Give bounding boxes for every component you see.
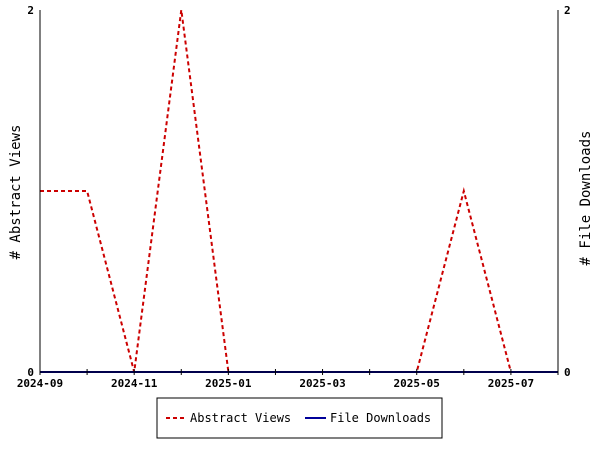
right-y-tick-min: 0	[564, 366, 571, 379]
legend-box	[156, 397, 443, 439]
legend-label-abstract-views: Abstract Views	[190, 411, 291, 425]
x-tick-label: 2025-01	[205, 377, 252, 390]
x-tick-label: 2025-07	[488, 377, 534, 390]
plot-area	[40, 10, 558, 372]
legend: Abstract Views File Downloads	[156, 397, 443, 439]
left-y-tick-min: 0	[27, 366, 34, 379]
left-y-tick-max: 2	[27, 4, 34, 17]
x-tick-label: 2025-03	[299, 377, 345, 390]
right-y-tick-max: 2	[564, 4, 571, 17]
legend-label-file-downloads: File Downloads	[330, 411, 431, 425]
x-tick-label: 2024-11	[111, 377, 158, 390]
x-tick-label: 2025-05	[394, 377, 440, 390]
right-y-axis-title: # File Downloads	[578, 131, 594, 266]
x-tick-label: 2024-09	[17, 377, 63, 390]
left-y-axis-title: # Abstract Views	[8, 125, 24, 260]
